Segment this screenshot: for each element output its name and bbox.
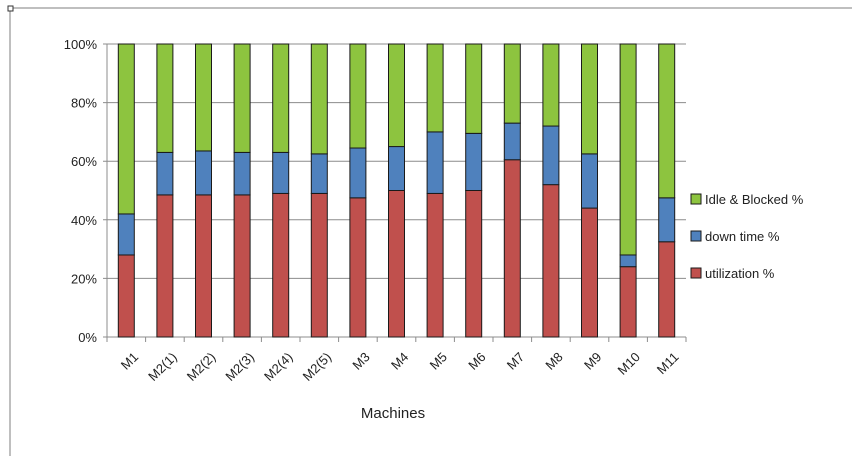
x-axis-categories: M1 M2(1) M2(2) M2(3) M2(4) M2(5) M3 M4 M5 M6 M7 M8 M… (118, 349, 682, 384)
x-tick-label: M5 (427, 349, 450, 372)
bar-utilization (388, 190, 405, 338)
bars (117, 43, 676, 338)
bar-down-time (542, 125, 560, 186)
bar-idle-blocked (272, 43, 290, 153)
legend-label: utilization % (705, 266, 775, 281)
x-tick-label: M9 (581, 349, 604, 372)
bar-idle-blocked (465, 43, 483, 134)
bar-down-time (658, 197, 676, 243)
bar-down-time (465, 132, 483, 192)
x-tick-label: M2(5) (300, 349, 335, 384)
y-tick-label: 20% (71, 271, 97, 286)
x-tick-label: M2(4) (261, 349, 296, 384)
x-tick-label: M8 (542, 349, 565, 372)
bar-down-time (349, 147, 367, 199)
bar-down-time (233, 151, 251, 196)
bar-idle-blocked (233, 43, 251, 153)
bar-idle-blocked (117, 43, 135, 215)
x-tick-label: M10 (615, 349, 643, 377)
x-tick-label: M2(2) (184, 349, 219, 384)
bar-down-time (310, 153, 328, 194)
bar-idle-blocked (156, 43, 174, 153)
bar-utilization (658, 241, 676, 338)
bar-utilization (310, 192, 328, 338)
y-tick-label: 0% (78, 330, 97, 345)
bar-idle-blocked (503, 43, 521, 124)
bar-utilization (542, 184, 560, 338)
bar-down-time (426, 131, 444, 194)
legend-swatch (690, 267, 702, 279)
bar-utilization (117, 254, 135, 338)
y-tick-label: 60% (71, 154, 97, 169)
legend-label: down time % (705, 229, 780, 244)
frame-handle[interactable] (7, 5, 14, 12)
bar-down-time (388, 146, 405, 192)
bar-idle-blocked (581, 43, 598, 155)
bar-utilization (156, 194, 174, 338)
bar-down-time (503, 122, 521, 161)
bar-down-time (156, 151, 174, 196)
bar-utilization (349, 197, 367, 338)
legend-swatch (690, 193, 702, 205)
bar-down-time (581, 153, 598, 209)
bar-idle-blocked (426, 43, 444, 133)
bar-utilization (503, 159, 521, 338)
bar-utilization (233, 194, 251, 338)
bar-utilization (426, 192, 444, 338)
y-tick-label: 40% (71, 213, 97, 228)
bar-utilization (619, 266, 637, 338)
bar-down-time (117, 213, 135, 256)
x-tick-label: M2(3) (222, 349, 257, 384)
x-tick-label: M1 (118, 349, 141, 372)
bar-down-time (619, 254, 637, 268)
bar-down-time (195, 150, 212, 196)
x-tick-label: M3 (349, 349, 372, 372)
bar-idle-blocked (349, 43, 367, 149)
bar-idle-blocked (195, 43, 212, 152)
x-tick-label: M11 (654, 349, 682, 377)
bar-idle-blocked (310, 43, 328, 155)
x-axis-label: Machines (361, 405, 425, 422)
y-tick-label: 100% (64, 37, 98, 52)
x-tick-label: M6 (465, 349, 488, 372)
bar-idle-blocked (619, 43, 637, 256)
legend-label: Idle & Blocked % (705, 192, 804, 207)
y-axis-ticks: 0% 20% 40% 60% 80% 100% (64, 37, 98, 345)
bar-idle-blocked (388, 43, 405, 148)
bar-idle-blocked (658, 43, 676, 199)
y-tick-label: 80% (71, 96, 97, 111)
bar-utilization (465, 190, 483, 338)
bar-utilization (195, 194, 212, 338)
bar-utilization (581, 207, 598, 338)
bar-utilization (272, 192, 290, 338)
x-tick-label: M4 (388, 349, 411, 372)
x-tick-label: M7 (504, 349, 527, 372)
bar-down-time (272, 151, 290, 194)
bar-idle-blocked (542, 43, 560, 127)
x-tick-label: M2(1) (145, 349, 180, 384)
legend-swatch (690, 230, 702, 242)
legend: Idle & Blocked % down time % utilization % (690, 192, 804, 281)
